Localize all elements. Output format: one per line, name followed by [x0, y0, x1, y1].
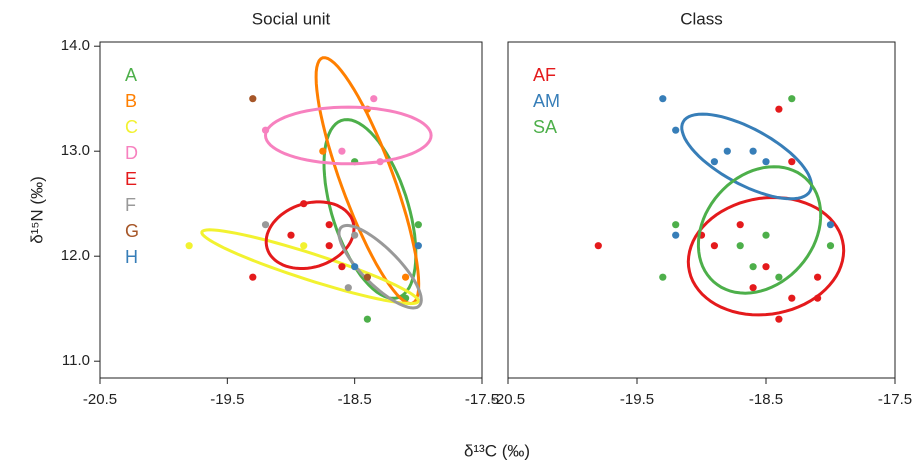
data-point — [363, 273, 371, 281]
y-tick-label: 13.0 — [61, 142, 90, 159]
x-tick-label: -18.5 — [338, 391, 372, 408]
data-point — [814, 294, 822, 302]
data-point — [672, 221, 680, 229]
data-point — [749, 263, 757, 271]
data-point — [775, 105, 783, 113]
data-point — [414, 242, 422, 250]
data-point — [672, 126, 680, 134]
data-point — [788, 95, 796, 103]
x-tick-label: -20.5 — [491, 391, 525, 408]
data-point — [814, 273, 822, 281]
x-tick-label: -17.5 — [878, 391, 912, 408]
data-point — [363, 315, 371, 323]
ellipse — [263, 105, 433, 166]
y-axis-label: δ¹⁵N (‰) — [27, 176, 46, 244]
ellipse — [322, 118, 418, 300]
panel-title: Social unit — [252, 9, 331, 28]
data-point — [319, 147, 327, 155]
ellipse — [264, 200, 356, 270]
y-tick-label: 11.0 — [62, 352, 90, 369]
data-point — [351, 263, 359, 271]
data-point — [826, 242, 835, 250]
data-point — [261, 126, 270, 134]
data-point — [261, 221, 270, 229]
data-point — [185, 242, 193, 250]
data-point — [659, 95, 667, 103]
legend-label: AM — [533, 91, 560, 111]
data-point — [659, 273, 667, 281]
x-tick-label: -19.5 — [210, 391, 244, 408]
data-point — [402, 273, 410, 281]
data-point — [325, 221, 333, 229]
data-point — [338, 263, 346, 271]
data-point — [749, 284, 757, 292]
plot-frame — [507, 41, 896, 379]
data-point — [344, 284, 352, 292]
data-point — [351, 231, 359, 239]
data-point — [775, 273, 783, 281]
data-point — [710, 158, 719, 166]
legend-label: C — [125, 117, 138, 137]
panel-title: Class — [680, 9, 723, 28]
ellipse — [200, 228, 420, 306]
data-point — [710, 242, 719, 250]
legend-label: D — [125, 143, 138, 163]
data-point — [723, 147, 731, 155]
legend-label: B — [125, 91, 137, 111]
data-point — [414, 221, 422, 229]
ellipse — [696, 165, 823, 295]
legend-label: A — [125, 65, 137, 85]
data-point — [826, 221, 835, 229]
data-point — [338, 147, 346, 155]
legend-label: H — [125, 247, 138, 267]
x-tick-label: -17.5 — [465, 391, 499, 408]
legend-label: SA — [533, 117, 557, 137]
data-point — [736, 242, 744, 250]
data-point — [775, 315, 783, 323]
data-point — [300, 200, 308, 208]
ellipse — [686, 195, 846, 317]
y-tick-label: 14.0 — [61, 37, 90, 54]
legend-label: F — [125, 195, 136, 215]
data-point — [325, 242, 333, 250]
data-point — [762, 231, 770, 239]
x-tick-label: -18.5 — [749, 391, 783, 408]
data-point — [749, 147, 757, 155]
data-point — [788, 158, 796, 166]
x-tick-label: -19.5 — [620, 391, 654, 408]
data-point — [672, 231, 680, 239]
legend-label: AF — [533, 65, 556, 85]
data-point — [736, 221, 744, 229]
ellipse — [337, 223, 423, 310]
x-tick-label: -20.5 — [83, 391, 117, 408]
data-point — [287, 231, 295, 239]
data-point — [249, 95, 257, 103]
y-tick-label: 12.0 — [61, 247, 90, 264]
data-point — [370, 95, 378, 103]
legend-label: G — [125, 221, 139, 241]
ellipse — [680, 112, 813, 201]
data-point — [249, 273, 257, 281]
data-point — [762, 158, 770, 166]
plot-frame — [99, 41, 483, 379]
data-point — [300, 242, 308, 250]
data-point — [594, 242, 602, 250]
data-point — [762, 263, 770, 271]
legend-label: E — [125, 169, 137, 189]
data-point — [788, 294, 796, 302]
data-point — [376, 158, 384, 166]
x-axis-label: δ¹³C (‰) — [464, 441, 530, 460]
